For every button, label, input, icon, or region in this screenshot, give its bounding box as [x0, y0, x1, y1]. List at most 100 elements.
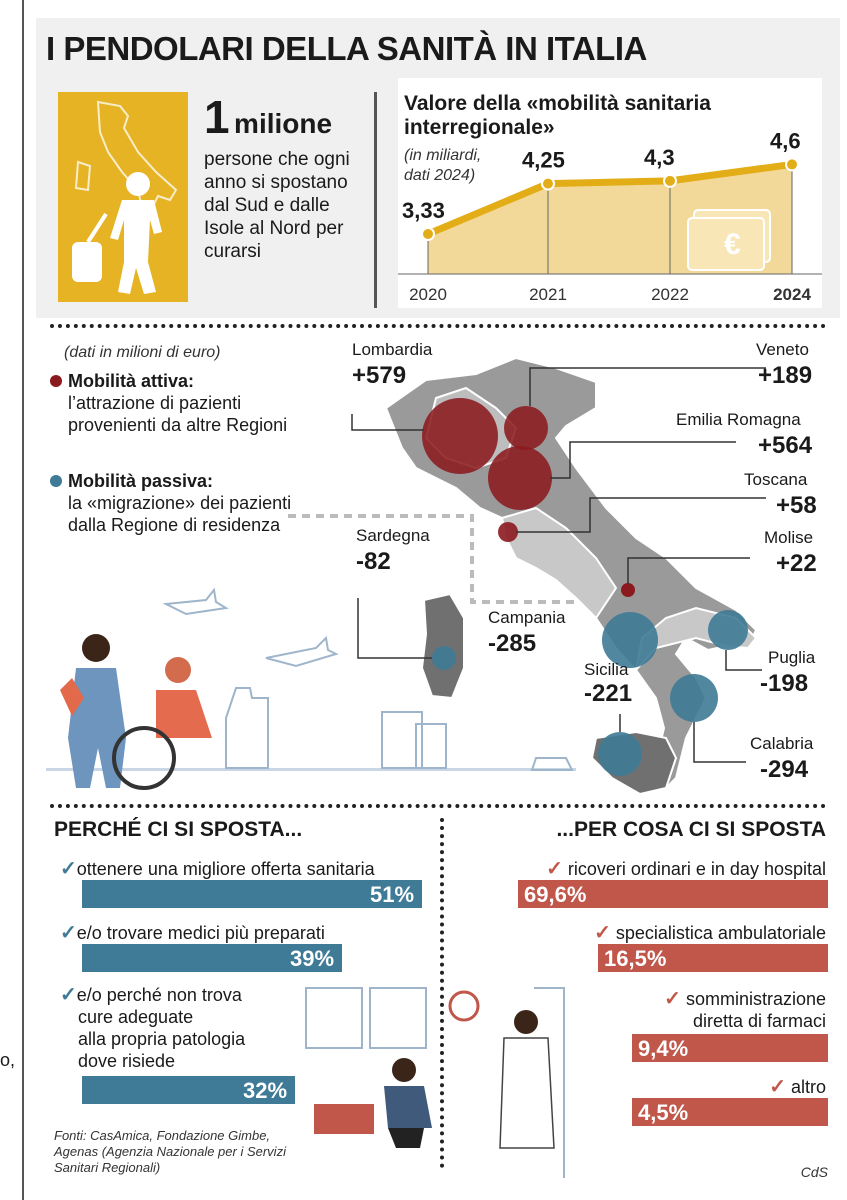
- why-value-2: 39%: [290, 946, 334, 972]
- doctor-patient-illustration: [305, 987, 565, 1178]
- banknote-icon: €: [687, 209, 771, 271]
- legend-passive-text: Mobilità passiva: la «migrazione» dei paz…: [50, 470, 300, 536]
- svg-text:€: €: [724, 228, 741, 261]
- chart-x-tick: 2022: [651, 285, 689, 304]
- emilia-romagna-bubble: [488, 446, 552, 510]
- what-label-1: ricoveri ordinari e in day hospital: [567, 859, 826, 879]
- chart-point: [663, 173, 677, 188]
- why-bar-1: 51%: [82, 880, 422, 908]
- cropped-text: o,: [0, 1050, 16, 1070]
- central-italy: [500, 506, 618, 620]
- legend-passive: Mobilità passiva: la «migrazione» dei paz…: [50, 470, 300, 536]
- chart-point: [541, 176, 555, 191]
- page-margin-line: [22, 0, 24, 1200]
- why-item-1: ✓ottenere una migliore offerta sanitaria: [60, 856, 375, 881]
- campania-bubble: [602, 612, 658, 668]
- region-sicilia-value: -221: [584, 680, 633, 707]
- header-divider: [374, 92, 377, 308]
- why-label-3-line: dove risiede: [78, 1051, 176, 1071]
- region-toscana-name: Toscana: [744, 470, 808, 489]
- why-value-2-number: 39: [289, 946, 315, 971]
- what-item-4: ✓ altro: [769, 1074, 826, 1099]
- region-campania-name: Campania: [488, 608, 566, 627]
- map-note: (dati in milioni di euro): [64, 344, 221, 361]
- mobility-chart: Valore della «mobilità sanitaria interre…: [398, 78, 822, 308]
- legend-active-text: Mobilità attiva: l’attrazione di pazienti…: [50, 370, 300, 436]
- sicilia-bubble: [598, 732, 642, 776]
- what-value-3-number: 9,4: [638, 1036, 669, 1061]
- what-bar-2: 16,5%: [598, 944, 828, 972]
- what-value-4-number: 4,5: [638, 1100, 669, 1125]
- legend-active: Mobilità attiva: l’attrazione di pazienti…: [50, 370, 300, 436]
- why-item-3: ✓e/o perché non trova cure adeguate alla…: [60, 984, 245, 1072]
- chart-data-label: 4,6: [770, 128, 801, 153]
- toscana-bubble: [498, 522, 518, 542]
- what-item-2: ✓ specialistica ambulatoriale: [594, 920, 826, 945]
- percent-sign: %: [646, 946, 667, 971]
- region-lombardia-value: +579: [352, 362, 407, 389]
- why-bar-2: 39%: [82, 944, 342, 972]
- sardegna-bubble: [432, 646, 456, 670]
- lombardia-bubble: [422, 398, 498, 474]
- what-label-3-line: diretta di farmaci: [692, 1011, 826, 1031]
- why-title: PERCHÉ CI SI SPOSTA...: [54, 818, 303, 841]
- what-bar-4: 4,5%: [632, 1098, 828, 1126]
- percent-sign: %: [267, 1078, 287, 1103]
- legend-passive-title: Mobilità passiva:: [68, 471, 214, 491]
- chart-subtitle: (in miliardi, dati 2024): [404, 146, 481, 186]
- percent-sign: %: [314, 946, 334, 971]
- percent-sign: %: [394, 882, 414, 907]
- passive-dot-icon: [50, 475, 62, 487]
- page-title: I PENDOLARI DELLA SANITÀ IN ITALIA: [46, 30, 647, 67]
- travel-illustration: [46, 587, 576, 790]
- what-bar-3: 9,4%: [632, 1034, 828, 1062]
- region-sicilia-name: Sicilia: [584, 660, 629, 679]
- section-divider: [50, 324, 826, 328]
- traveler-italy-icon: [72, 100, 178, 294]
- what-item-1: ✓ ricoveri ordinari e in day hospital: [546, 856, 826, 881]
- legend-active-desc: l’attrazione di pazienti provenienti da …: [68, 393, 288, 435]
- chart-point: [421, 227, 435, 242]
- why-value-1: 51%: [370, 882, 414, 908]
- map-frame: [288, 514, 640, 604]
- veneto-bubble: [504, 406, 548, 450]
- sources: Fonti: CasAmica, Fondazione Gimbe, Agena…: [54, 1128, 286, 1175]
- chart-data-label: 3,33: [402, 198, 445, 223]
- what-value-1-number: 69,6: [524, 882, 567, 907]
- chart-data-label: 4,3: [644, 145, 675, 170]
- why-value-1-number: 51: [369, 882, 395, 907]
- what-label-3-line: somministrazione: [685, 989, 826, 1009]
- what-value-2-number: 16,5: [604, 946, 647, 971]
- legend-passive-desc: la «migrazione» dei pazienti dalla Regio…: [68, 493, 292, 535]
- leader-lines: [351, 367, 766, 763]
- check-icon: ✓: [60, 858, 77, 880]
- region-puglia-name: Puglia: [768, 648, 816, 667]
- region-veneto-name: Veneto: [756, 340, 809, 359]
- check-icon: ✓: [60, 984, 77, 1006]
- what-item-3: ✓ somministrazione diretta di farmaci: [664, 988, 826, 1032]
- what-value-4: 4,5%: [638, 1100, 688, 1126]
- chart-point: [785, 157, 799, 172]
- chart-subtitle-line: dati 2024): [404, 167, 476, 184]
- hero-unit: milione: [234, 108, 333, 139]
- section-divider: [50, 804, 826, 808]
- hero-figure: 1 milione: [204, 90, 332, 144]
- why-value-3-number: 32: [242, 1078, 268, 1103]
- credit: CdS: [800, 1164, 828, 1180]
- why-label-2: e/o trovare medici più preparati: [76, 923, 325, 943]
- chart-data-label: 4,25: [522, 148, 565, 173]
- check-icon: ✓: [546, 858, 563, 880]
- chart-x-tick: 2024: [773, 285, 811, 304]
- what-value-1: 69,6%: [524, 882, 586, 908]
- why-label-3-line: alla propria patologia: [78, 1029, 246, 1049]
- what-title: ...PER COSA CI SI SPOSTA: [556, 818, 826, 841]
- region-puglia-value: -198: [760, 670, 809, 697]
- region-molise-name: Molise: [764, 528, 814, 547]
- check-icon: ✓: [769, 1076, 786, 1098]
- column-divider: [440, 818, 444, 1168]
- check-icon: ✓: [60, 922, 77, 944]
- chart-title: Valore della «mobilità sanitaria interre…: [404, 92, 711, 139]
- why-bar-3: 32%: [82, 1076, 295, 1104]
- why-label-3-line: e/o perché non trova: [76, 985, 242, 1005]
- why-value-3: 32%: [243, 1078, 287, 1104]
